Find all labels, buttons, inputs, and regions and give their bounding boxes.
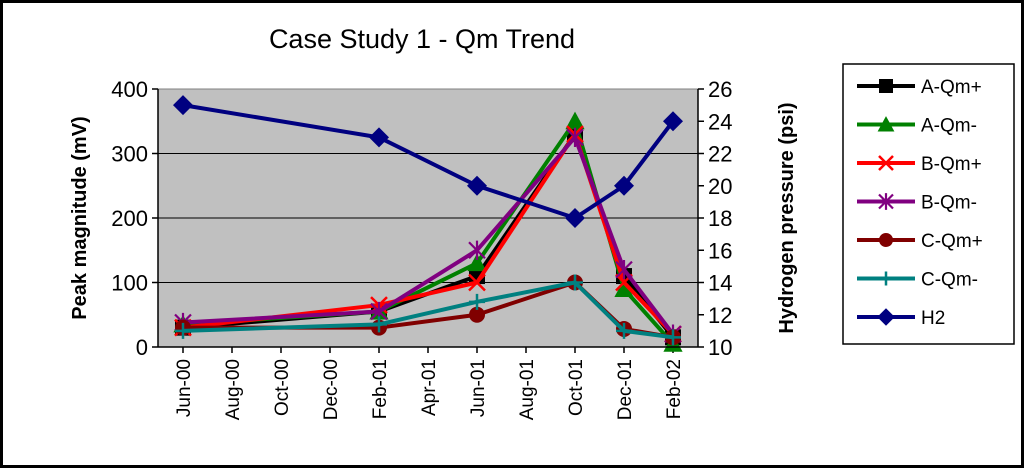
data-point-a-qm-minus (467, 253, 487, 272)
left-tick-label: 0 (136, 335, 148, 360)
legend-label: C-Qm- (921, 270, 978, 291)
x-axis-ticks: Jun-00 Aug-00 Oct-00 Dec-00 Feb-01 Apr-01 Jun-… (174, 347, 685, 420)
right-tick-label: 14 (708, 271, 732, 296)
data-point-b-qm-minus (468, 240, 486, 260)
x-tick-label: Dec-00 (321, 359, 342, 420)
data-point-h2 (663, 111, 683, 132)
legend-marker-c-qm- (879, 271, 893, 286)
data-point-c-qm-minus (567, 274, 583, 291)
left-axis-ticks: 0 100 200 300 400 (111, 77, 158, 360)
legend-label: C-Qm+ (921, 231, 983, 252)
left-tick-label: 300 (111, 142, 148, 167)
legend-label: H2 (921, 308, 945, 329)
right-axis-title: Hydrogen pressure (psi) (776, 102, 798, 333)
legend-item: H2 (857, 308, 945, 329)
x-tick-label: Aug-00 (223, 359, 244, 420)
data-point-h2 (565, 208, 585, 228)
data-point-a-qm-minus (614, 279, 634, 297)
data-point-b-qm-minus (566, 127, 584, 147)
legend-item: B-Qm+ (857, 154, 982, 175)
legend-item: C-Qm- (857, 270, 978, 291)
right-tick-label: 24 (708, 109, 732, 134)
legend-marker-h2 (877, 308, 895, 326)
right-tick-label: 18 (708, 206, 732, 231)
legend-marker-a-qm- (877, 116, 895, 132)
right-tick-label: 22 (708, 142, 732, 167)
x-tick-label: Oct-01 (566, 359, 587, 416)
left-tick-label: 100 (111, 271, 148, 296)
chart-title: Case Study 1 - Qm Trend (269, 24, 575, 54)
legend-marker-a-qm- (879, 79, 893, 93)
legend-label: A-Qm+ (921, 77, 982, 98)
series-c-qm-minus (175, 274, 681, 346)
legend-marker-b-qm- (878, 193, 894, 210)
data-point-a-qm-minus (565, 111, 585, 130)
series-layer (173, 95, 683, 352)
left-axis-title: Peak magnitude (mV) (69, 116, 91, 319)
data-point-c-qm-plus (469, 306, 485, 323)
data-point-b-qm-plus (468, 273, 486, 292)
legend: A-Qm+ A-Qm- B-Qm+ B-Qm- C-Qm+ C-Qm- H2 (857, 77, 983, 329)
x-tick-label: Jun-01 (468, 359, 489, 417)
legend-label: B-Qm- (921, 193, 977, 214)
data-point-c-qm-minus (469, 293, 485, 310)
legend-label: A-Qm- (921, 116, 977, 137)
series-line-b-qm-minus (182, 135, 675, 336)
legend-item: B-Qm- (857, 193, 977, 214)
data-point-c-qm-minus (371, 316, 387, 333)
right-tick-label: 12 (708, 303, 732, 328)
x-tick-label: Feb-02 (664, 359, 685, 419)
data-point-h2 (369, 127, 389, 148)
series-line-c-qm-minus (182, 280, 674, 340)
x-tick-label: Jun-00 (174, 359, 195, 417)
left-tick-label: 400 (111, 77, 148, 102)
x-tick-label: Feb-01 (370, 359, 391, 419)
data-point-h2 (173, 95, 193, 116)
x-tick-label: Dec-01 (615, 359, 636, 420)
data-point-h2 (614, 175, 634, 196)
x-tick-label: Oct-00 (272, 359, 293, 416)
data-point-b-qm-minus (615, 260, 633, 280)
legend-item: A-Qm+ (857, 77, 982, 98)
right-tick-label: 26 (708, 77, 732, 102)
legend-label: B-Qm+ (921, 154, 982, 175)
series-line-h2 (182, 103, 675, 220)
data-point-c-qm-minus (616, 322, 632, 339)
right-axis-ticks: 10 12 14 16 18 20 22 24 26 (698, 77, 732, 360)
legend-item: C-Qm+ (857, 231, 983, 252)
right-tick-label: 10 (708, 335, 732, 360)
data-point-c-qm-minus (665, 329, 681, 346)
legend-marker-c-qm- (879, 233, 893, 247)
series-line-b-qm-plus (182, 132, 675, 336)
right-tick-label: 16 (708, 238, 732, 263)
legend-item: A-Qm- (857, 116, 977, 137)
legend-marker-b-qm- (878, 155, 894, 171)
left-tick-label: 200 (111, 206, 148, 231)
data-point-h2 (467, 175, 487, 196)
x-tick-label: Apr-01 (419, 359, 440, 416)
legend-box (842, 63, 1015, 345)
series-h2 (173, 95, 683, 228)
x-tick-label: Aug-01 (517, 359, 538, 420)
right-tick-label: 20 (708, 174, 732, 199)
data-point-c-qm-minus (175, 322, 191, 339)
